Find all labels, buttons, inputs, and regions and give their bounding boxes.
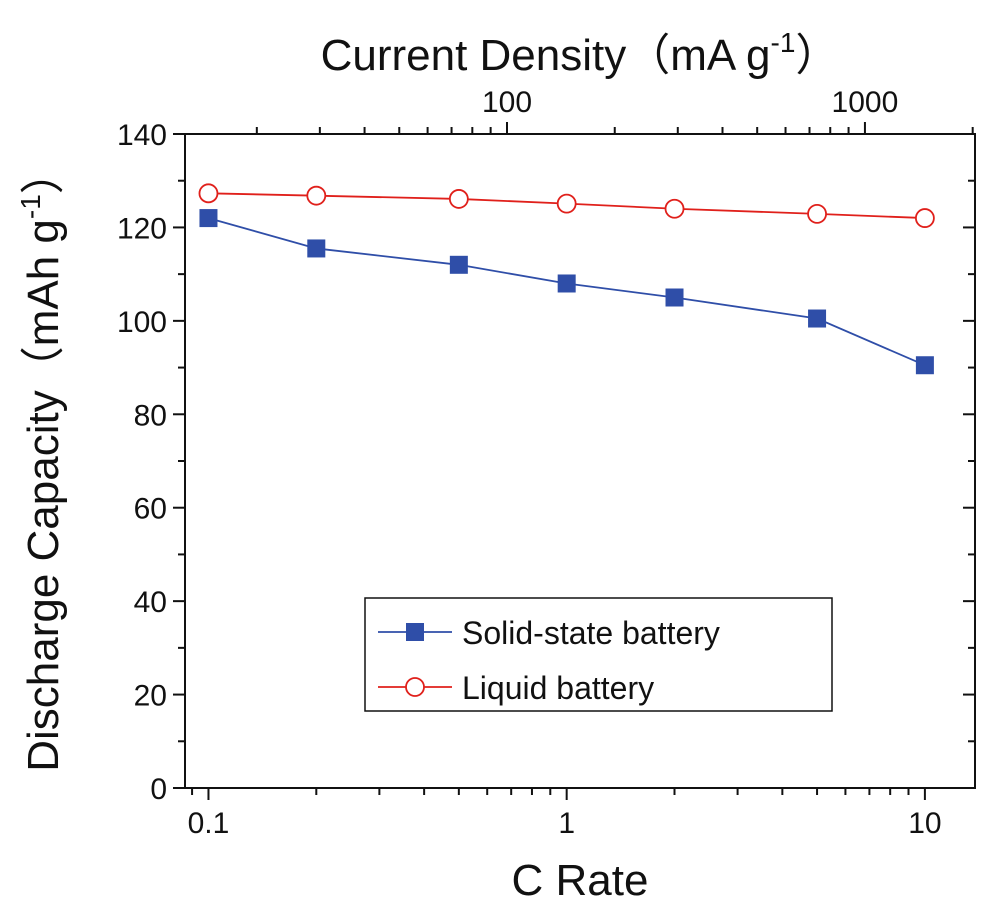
x-tick-label: 10 [908,807,941,840]
x2-tick-label: 100 [482,86,532,119]
data-point [664,198,685,219]
y-label-end: ） [19,150,68,194]
legend-box [364,597,833,712]
y-tick-label: 0 [150,773,167,806]
legend-marker [406,623,424,641]
y-tick-label: 20 [134,680,167,713]
data-point [665,288,684,307]
data-point [915,356,934,375]
data-point [557,274,576,293]
y-tick-label: 100 [117,306,167,339]
legend-label: Liquid battery [462,670,654,706]
y-tick-label: 40 [134,586,167,619]
data-point [199,209,218,228]
x-tick-label: 1 [558,807,575,840]
y-label-sup: -1 [15,194,46,219]
legend-marker [405,677,425,697]
data-point [807,203,827,224]
data-point [808,309,827,328]
y-tick-label: 120 [117,212,167,245]
data-point [448,189,469,209]
data-point [914,208,935,228]
y-tick-label: 140 [117,119,167,152]
y-axis-label: Discharge Capacity（mAh g-1） [15,150,68,772]
data-point [449,255,468,274]
data-point [306,185,327,206]
y-tick-label: 80 [134,399,167,432]
y-label-text: Discharge Capacity（mAh g [19,219,68,772]
legend-label: Solid-state battery [462,615,720,651]
x2-axis-label: Current Density（mA g-1） [321,27,840,80]
x2-label-text: Current Density（mA g [321,31,771,80]
data-point [198,183,219,204]
x2-label-sup: -1 [771,27,796,58]
data-point [307,239,326,258]
data-point [556,193,577,214]
x2-label-end: ） [795,31,839,80]
x-axis-label: C Rate [512,856,649,903]
y-tick-label: 60 [134,493,167,526]
x-tick-label: 0.1 [188,807,230,840]
x2-tick-label: 1000 [832,86,899,119]
